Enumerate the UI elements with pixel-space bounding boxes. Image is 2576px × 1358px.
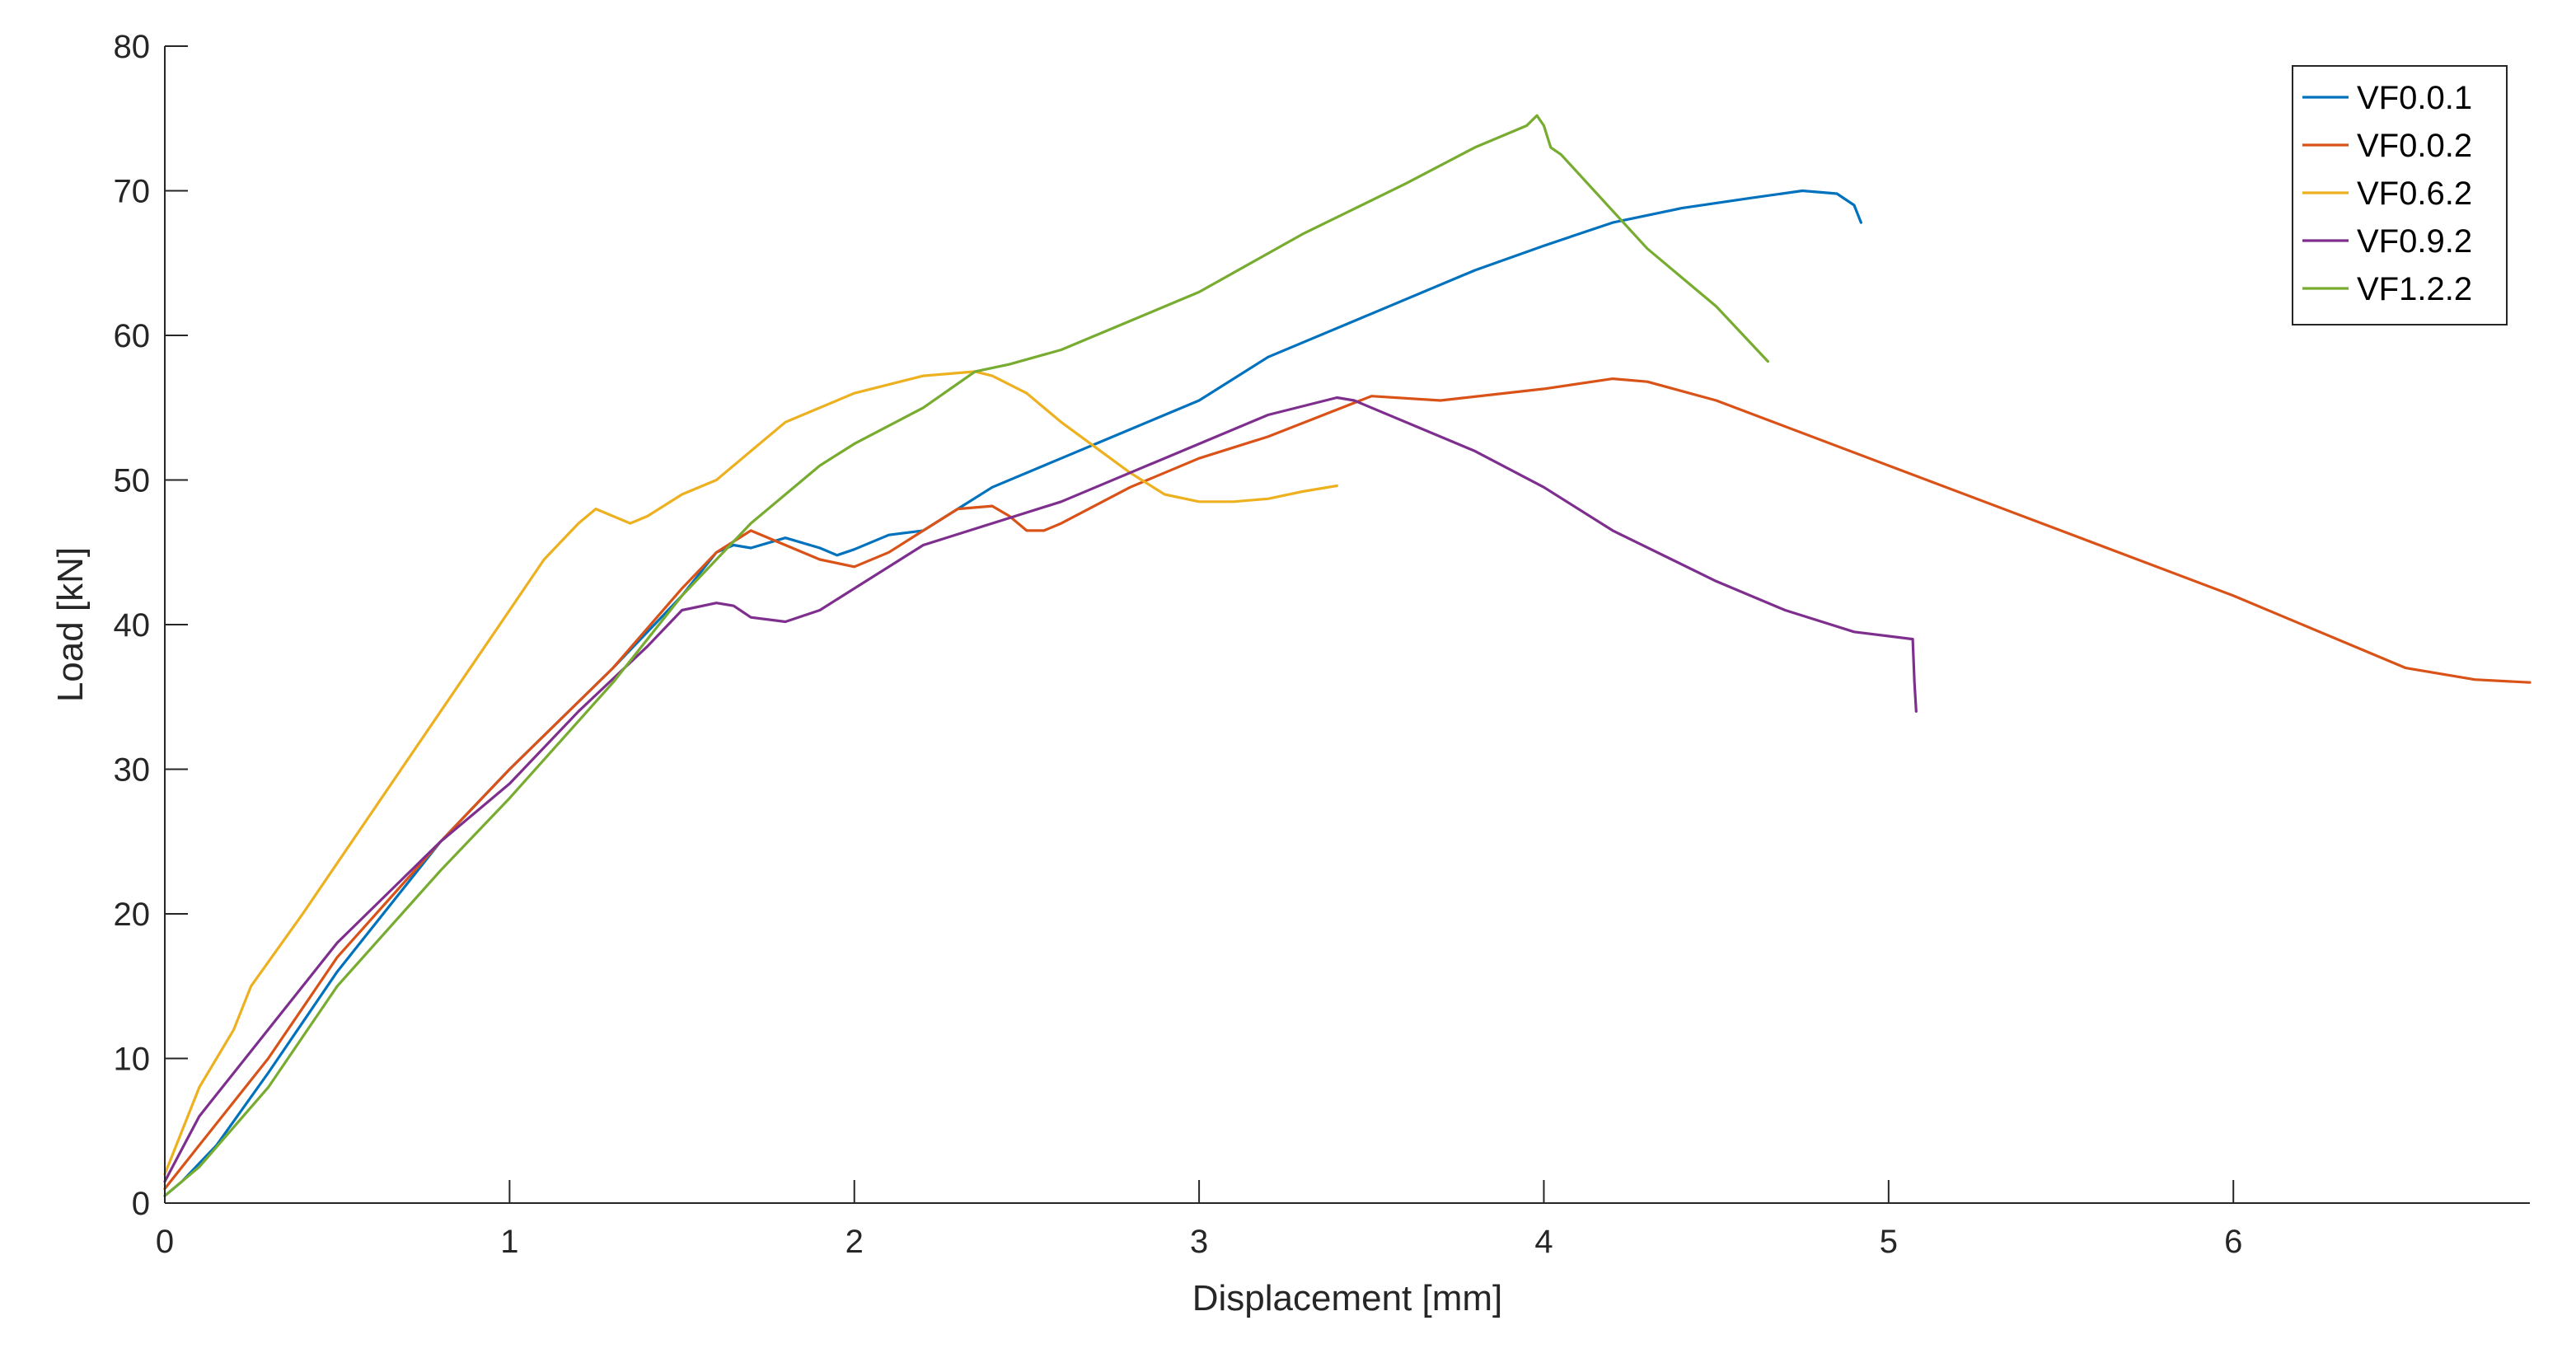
x-tick-label: 6 (2224, 1224, 2242, 1260)
y-tick-label: 40 (114, 607, 151, 644)
series-line-vf0-6-2 (163, 370, 1339, 1176)
series-line-vf1-2-2 (163, 114, 1769, 1197)
y-tick-label: 30 (114, 752, 151, 789)
legend-label: VF0.9.2 (2357, 223, 2472, 260)
y-tick-label: 80 (114, 29, 151, 65)
y-tick-label: 60 (114, 318, 151, 354)
x-axis-label: Displacement [mm] (1192, 1278, 1503, 1318)
series-layer (163, 114, 2532, 1197)
y-tick-label: 10 (114, 1042, 151, 1078)
x-tick-label: 3 (1190, 1224, 1208, 1260)
x-tick-label: 5 (1880, 1224, 1898, 1260)
y-tick-label: 20 (114, 897, 151, 933)
x-tick-label: 1 (500, 1224, 518, 1260)
legend-label: VF0.0.2 (2357, 128, 2472, 164)
x-tick-label: 2 (845, 1224, 864, 1260)
series-line-vf0-9-2 (163, 396, 1918, 1183)
legend-label: VF1.2.2 (2357, 271, 2472, 307)
y-tick-label: 50 (114, 463, 151, 499)
x-tick-label: 0 (156, 1224, 174, 1260)
legend-box (2292, 65, 2508, 325)
x-tick-label: 4 (1534, 1224, 1553, 1260)
y-tick-label: 0 (132, 1186, 150, 1222)
y-tick-label: 70 (114, 174, 151, 210)
legend-label: VF0.6.2 (2357, 176, 2472, 212)
legend: VF0.0.1 VF0.0.2 VF0.6.2 VF0.9.2 VF1.2.2 (2292, 65, 2508, 325)
legend-label: VF0.0.1 (2357, 80, 2472, 116)
series-line-vf0-0-2 (163, 377, 2532, 1191)
y-axis-label: Load [kN] (50, 547, 91, 702)
